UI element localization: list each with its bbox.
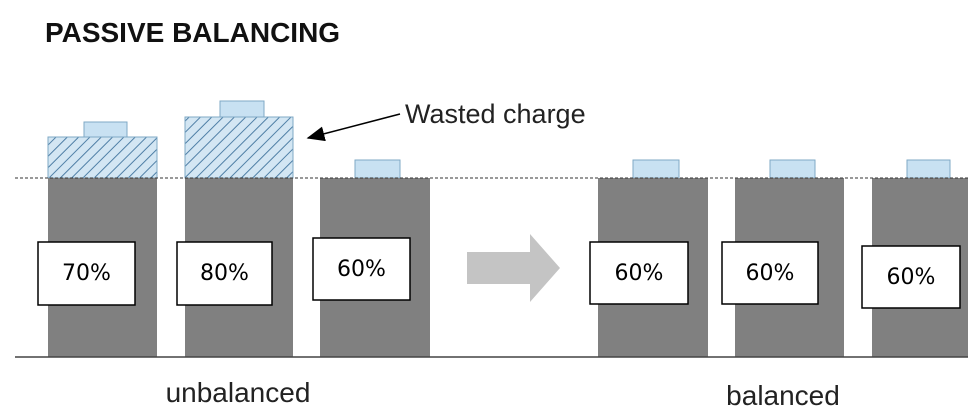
cell-label: 70% (62, 261, 111, 286)
wasted-charge (184, 116, 294, 179)
group-label: unbalanced (166, 377, 311, 408)
terminal (906, 159, 951, 179)
group-label: balanced (726, 380, 840, 410)
terminal (354, 159, 401, 179)
terminal (83, 121, 128, 138)
label-box (721, 241, 819, 305)
cell-label: 60% (887, 265, 936, 290)
cell-label: 60% (615, 261, 664, 286)
annotation: Wasted charge (405, 99, 586, 129)
title: PASSIVE BALANCING (45, 17, 340, 48)
label-box (176, 241, 273, 306)
cell-label: 60% (746, 261, 795, 286)
label-box (861, 245, 961, 309)
terminal (219, 100, 265, 118)
annotation-arrow (306, 113, 401, 142)
terminal (769, 159, 816, 179)
label-box (589, 241, 689, 305)
cell-label: 80% (200, 261, 249, 286)
wasted-charge (47, 136, 158, 179)
terminal (632, 159, 680, 179)
cell-label: 60% (337, 257, 386, 282)
label-box (37, 241, 136, 306)
transition-arrow (467, 234, 560, 302)
label-box (312, 237, 411, 301)
